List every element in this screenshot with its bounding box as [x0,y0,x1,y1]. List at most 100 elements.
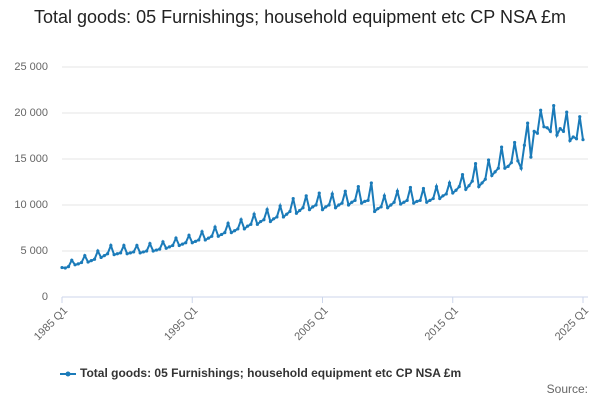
data-point [76,262,80,266]
data-point [255,222,259,226]
data-point [493,170,497,174]
y-tick-label: 0 [42,291,48,303]
data-point [197,238,201,242]
data-point [262,218,266,222]
data-point [438,196,442,201]
source: Source: [547,382,588,396]
data-point [236,227,240,231]
data-point [408,185,413,190]
data-point [532,129,536,133]
data-point [180,242,185,246]
data-point [392,200,396,204]
data-point [125,252,129,256]
data-point [246,224,250,228]
data-point [301,206,305,210]
data-point [327,203,331,207]
data-point [141,250,146,254]
data-point [83,254,87,258]
data-point [304,194,308,198]
x-tick-label: 1985 Q1 [32,305,70,343]
data-point [470,179,474,183]
data-point [164,246,168,250]
data-point [317,191,321,195]
y-tick-label: 25 000 [14,61,48,73]
data-point [102,254,106,258]
data-point [561,129,566,133]
data-point [206,236,211,240]
data-point [548,129,553,133]
data-point [174,236,178,240]
data-point [542,125,546,129]
data-point [171,243,175,248]
data-point [490,173,494,178]
data-point [148,242,152,246]
data-point [451,191,455,195]
data-point [291,196,295,201]
data-point [151,249,155,253]
data-point [516,159,520,163]
data-point [239,218,243,222]
data-point [447,181,452,185]
data-point [428,198,432,202]
data-point [343,189,347,193]
data-point [285,212,289,216]
x-tick-label: 2025 Q1 [553,305,591,343]
data-point [60,265,64,270]
data-point [477,185,481,189]
data-point [154,248,159,252]
data-point [216,234,220,238]
data-point [402,200,406,204]
data-point [115,252,119,256]
series-line [61,105,584,270]
data-point [288,209,292,214]
data-point [320,208,325,212]
data-point [369,181,373,185]
data-point [359,201,364,205]
data-point [242,227,246,231]
data-point [89,259,93,263]
data-point [92,257,97,261]
data-point [350,200,354,204]
data-point [434,185,439,189]
legend-label: Total goods: 05 Furnishings; household e… [80,366,461,380]
data-point [441,194,445,198]
data-point [190,241,194,245]
data-point [158,247,162,251]
data-point [210,234,214,238]
data-point [522,143,526,147]
data-point [219,232,224,237]
data-point [132,250,136,254]
data-point [275,215,279,219]
data-point [314,203,318,207]
data-point [460,173,465,177]
data-point [307,208,312,212]
data-point [249,222,253,226]
data-point [545,126,549,130]
data-point [529,155,533,159]
legend-marker [65,371,71,377]
data-point [135,243,139,248]
data-point [265,208,269,212]
x-tick-label: 2015 Q1 [423,305,461,343]
data-point [294,211,299,215]
data-point [167,245,172,249]
data-point [66,265,71,269]
data-point [539,108,543,112]
data-point [382,194,386,198]
data-point [425,200,429,204]
data-point [405,198,409,202]
data-point [79,260,84,265]
data-point [340,201,344,205]
data-point [454,188,458,192]
data-point [535,131,540,135]
data-point [232,229,237,233]
data-point [259,219,263,224]
data-point [399,202,403,206]
data-point [431,196,435,201]
data-point [565,110,569,114]
y-tick-label: 15 000 [14,153,48,165]
data-point [213,225,217,229]
data-point [70,258,74,262]
data-point [128,251,132,255]
